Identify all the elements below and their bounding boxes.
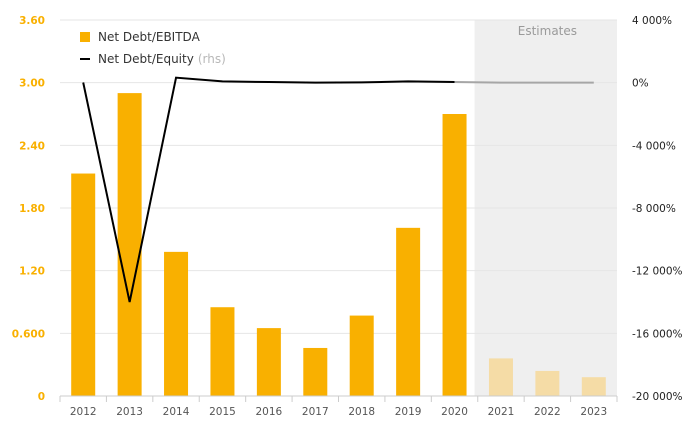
left-y-tick-label: 0.600: [12, 328, 45, 340]
left-y-tick-label: 2.40: [19, 140, 45, 152]
bar: [535, 370, 560, 396]
legend: Net Debt/EBITDA Net Debt/Equity (rhs): [80, 26, 226, 70]
legend-line-suffix: (rhs): [197, 52, 226, 66]
bar: [117, 93, 142, 396]
left-y-tick-label: 3.60: [19, 15, 45, 27]
x-tick-label: 2021: [488, 406, 515, 418]
line-estimate: [454, 81, 594, 84]
bar: [210, 307, 235, 396]
right-y-tick-label: 0%: [632, 78, 649, 90]
x-axis: 2012 2013 2014 2015 2016 2017 2018 2019 2020 2021…: [59, 395, 618, 418]
bar: [396, 227, 421, 396]
left-y-tick-label: 3.00: [19, 78, 45, 90]
x-tick-label: 2020: [441, 406, 468, 418]
left-y-tick-label: 0: [38, 391, 45, 403]
x-tick-label: 2022: [534, 406, 561, 418]
estimates-label: Estimates: [517, 24, 578, 38]
right-y-axis: -20 000% -16 000% -12 000% -8 000% -4 000% 0%…: [632, 15, 683, 403]
legend-bar-label: Net Debt/EBITDA: [98, 30, 200, 44]
legend-item-bar: Net Debt/EBITDA: [80, 26, 226, 48]
right-y-tick-label: -16 000%: [632, 328, 683, 340]
bar: [303, 347, 328, 396]
left-y-tick-label: 1.80: [19, 203, 45, 215]
x-tick-label: 2016: [256, 406, 283, 418]
bar: [164, 251, 189, 396]
x-tick-label: 2015: [209, 406, 236, 418]
line-series: [82, 76, 594, 303]
line-actual: [82, 76, 455, 303]
right-y-tick-label: -4 000%: [632, 140, 676, 152]
bar: [581, 377, 606, 396]
x-tick-label: 2018: [348, 406, 375, 418]
right-y-tick-label: -8 000%: [632, 203, 676, 215]
right-y-tick-label: -20 000%: [632, 391, 683, 403]
left-y-tick-label: 1.20: [19, 266, 45, 278]
x-tick-label: 2013: [116, 406, 143, 418]
bar-series: [71, 93, 606, 396]
x-tick-label: 2017: [302, 406, 329, 418]
x-tick-label: 2012: [70, 406, 97, 418]
legend-line-swatch: [80, 58, 90, 60]
legend-bar-swatch: [80, 32, 90, 42]
legend-line-label: Net Debt/Equity: [98, 52, 194, 66]
bar: [71, 173, 96, 396]
x-tick-label: 2014: [163, 406, 190, 418]
x-tick-label: 2023: [580, 406, 607, 418]
left-y-axis: 0 0.600 1.20 1.80 2.40 3.00 3.60: [12, 15, 45, 403]
legend-item-line: Net Debt/Equity (rhs): [80, 48, 226, 70]
bar: [442, 114, 467, 396]
bar: [488, 358, 513, 396]
bar: [349, 315, 374, 396]
right-y-tick-label: -12 000%: [632, 266, 683, 278]
bar: [256, 328, 281, 396]
right-y-tick-label: 4 000%: [632, 15, 672, 27]
x-tick-label: 2019: [395, 406, 422, 418]
